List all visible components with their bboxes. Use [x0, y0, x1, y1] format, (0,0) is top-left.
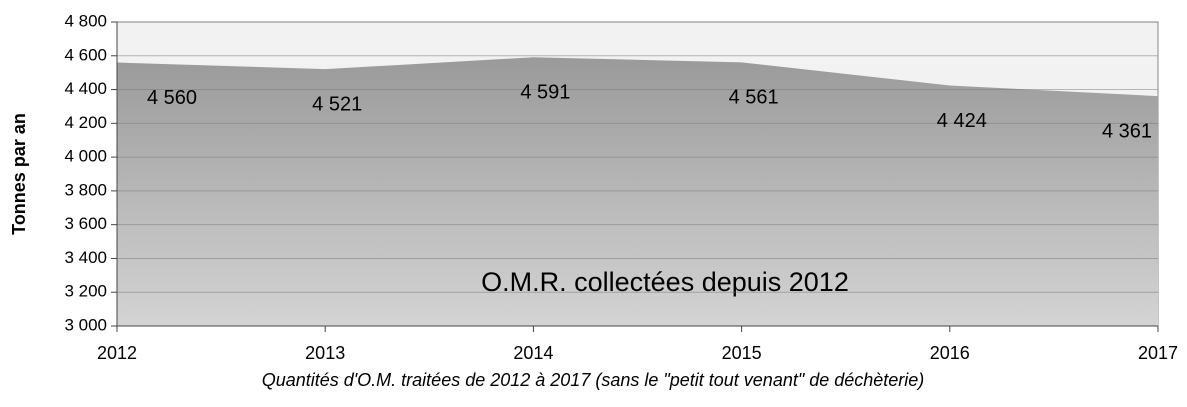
- data-label: 4 591: [520, 82, 570, 104]
- data-label: 4 560: [147, 87, 197, 109]
- y-tick-label: 4 800: [64, 11, 107, 30]
- y-tick-label: 3 400: [64, 248, 107, 267]
- y-axis-label: Tonnes par an: [9, 113, 29, 235]
- x-tick-label: 2013: [305, 343, 345, 363]
- y-tick-label: 4 200: [64, 113, 107, 132]
- y-tick-label: 3 200: [64, 282, 107, 301]
- data-label: 4 361: [1102, 120, 1152, 142]
- data-label: 4 561: [729, 87, 779, 109]
- y-tick-label: 4 600: [64, 45, 107, 64]
- x-tick-label: 2012: [97, 343, 137, 363]
- x-tick-label: 2015: [722, 343, 762, 363]
- data-label: 4 424: [937, 110, 987, 132]
- y-tick-label: 3 800: [64, 180, 107, 199]
- y-tick-label: 3 600: [64, 214, 107, 233]
- y-tick-label: 4 000: [64, 147, 107, 166]
- caption: Quantités d'O.M. traitées de 2012 à 2017…: [262, 370, 925, 390]
- data-label: 4 521: [312, 93, 362, 115]
- x-tick-label: 2016: [930, 343, 970, 363]
- x-tick-label: 2017: [1138, 343, 1178, 363]
- y-tick-label: 3 000: [64, 315, 107, 334]
- x-tick-label: 2014: [513, 343, 553, 363]
- y-tick-label: 4 400: [64, 79, 107, 98]
